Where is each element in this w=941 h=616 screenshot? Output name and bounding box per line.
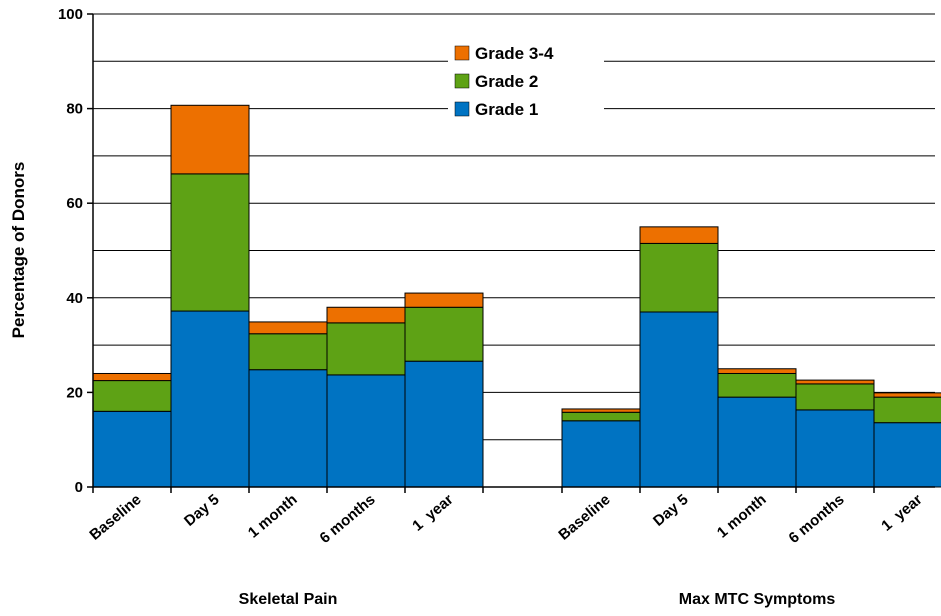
bar-skeletal-4-grade-3-4	[404, 292, 484, 308]
bar-skeletal-2-grade-1	[248, 369, 328, 488]
legend-label-2: Grade 1	[475, 100, 538, 119]
bar-skeletal-3-grade-1	[326, 374, 406, 488]
bar-skeletal-1-grade-2	[170, 173, 250, 312]
bar-skeletal-0-grade-1	[92, 410, 172, 488]
legend-swatch-1	[454, 73, 470, 89]
bar-mtc-2-grade-1	[717, 396, 797, 488]
legend: Grade 3-4 Grade 2 Grade 1	[448, 36, 604, 126]
x-tick-label: Day 5	[181, 491, 223, 530]
bar-mtc-2-grade-3-4	[717, 368, 797, 374]
bar-mtc-1-grade-3-4	[639, 226, 719, 244]
x-tick-label: 6 months	[786, 491, 848, 547]
bar-mtc-1-grade-2	[639, 242, 719, 313]
bar-skeletal-4-grade-1	[404, 360, 484, 488]
bar-skeletal-3-grade-3-4	[326, 306, 406, 324]
bar-mtc-3-grade-3-4	[795, 379, 875, 385]
bar-skeletal-1-grade-1	[170, 310, 250, 488]
bar-skeletal-0-grade-2	[92, 380, 172, 412]
bar-mtc-4-grade-2	[873, 396, 941, 424]
y-tick-label-40: 40	[66, 290, 83, 307]
group-label-0: Skeletal Pain	[239, 591, 338, 608]
x-tick-labels: Baseline Day 5 1 month 6 months 1 year Baseli…	[86, 491, 925, 547]
x-tick-label: 6 months	[317, 491, 379, 547]
x-tick-label: Day 5	[650, 491, 692, 530]
bar-mtc-4-grade-3-4	[873, 392, 941, 398]
y-tick-label-0: 0	[75, 479, 83, 496]
bar-mtc-3-grade-1	[795, 409, 875, 488]
y-axis-label: Percentage of Donors	[9, 162, 28, 339]
bars	[92, 104, 941, 488]
bar-mtc-1-grade-1	[639, 311, 719, 488]
group-label-1: Max MTC Symptoms	[679, 591, 836, 608]
x-tick-label: 1 month	[714, 491, 770, 542]
bar-skeletal-2-grade-2	[248, 333, 328, 371]
bar-mtc-0-grade-3-4	[561, 408, 641, 413]
legend-label-1: Grade 2	[475, 72, 538, 91]
bar-mtc-4-grade-1	[873, 422, 941, 488]
bar-skeletal-2-grade-3-4	[248, 321, 328, 335]
x-tick-label: 1 month	[245, 491, 301, 542]
bar-mtc-0-grade-1	[561, 420, 641, 488]
bar-mtc-3-grade-2	[795, 383, 875, 411]
y-tick-label-100: 100	[58, 6, 83, 23]
legend-box	[448, 36, 604, 126]
y-tick-label-60: 60	[66, 195, 83, 212]
x-tick-label: Baseline	[86, 491, 144, 544]
legend-swatch-0	[454, 45, 470, 61]
bar-skeletal-0-grade-3-4	[92, 372, 172, 382]
legend-swatch-2	[454, 101, 470, 117]
bar-skeletal-1-grade-3-4	[170, 104, 250, 175]
y-tick-label-20: 20	[66, 384, 83, 401]
bar-skeletal-4-grade-2	[404, 306, 484, 362]
legend-label-0: Grade 3-4	[475, 44, 554, 63]
x-tick-label: Baseline	[555, 491, 613, 544]
x-tick-label: 1 year	[878, 491, 925, 535]
y-tick-label-80: 80	[66, 101, 83, 118]
group-labels: Skeletal Pain Max MTC Symptoms	[239, 591, 836, 608]
axes	[87, 13, 935, 493]
y-tick-labels: 0 20 40 60 80 100	[58, 6, 83, 496]
bar-skeletal-3-grade-2	[326, 322, 406, 376]
bar-mtc-2-grade-2	[717, 372, 797, 398]
bar-mtc-0-grade-2	[561, 411, 641, 422]
x-tick-label: 1 year	[409, 491, 456, 535]
